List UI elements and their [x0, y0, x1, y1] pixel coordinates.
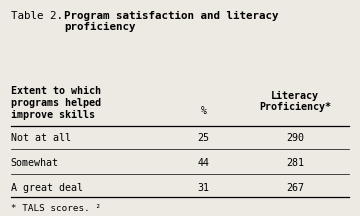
Text: Table 2.: Table 2. — [11, 11, 69, 21]
Text: 281: 281 — [286, 158, 304, 168]
Text: Program satisfaction and literacy
proficiency: Program satisfaction and literacy profic… — [64, 11, 279, 32]
Text: Not at all: Not at all — [11, 133, 71, 143]
Text: A great deal: A great deal — [11, 183, 83, 192]
Text: Extent to which
programs helped
improve skills: Extent to which programs helped improve … — [11, 86, 101, 120]
Text: 31: 31 — [197, 183, 210, 192]
Text: Literacy
Proficiency*: Literacy Proficiency* — [259, 91, 331, 112]
Text: 267: 267 — [286, 183, 304, 192]
Text: Somewhat: Somewhat — [11, 158, 59, 168]
Text: %: % — [201, 106, 206, 116]
Text: 25: 25 — [197, 133, 210, 143]
Text: 290: 290 — [286, 133, 304, 143]
Text: 44: 44 — [197, 158, 210, 168]
Text: * TALS scores. ²: * TALS scores. ² — [11, 204, 101, 213]
